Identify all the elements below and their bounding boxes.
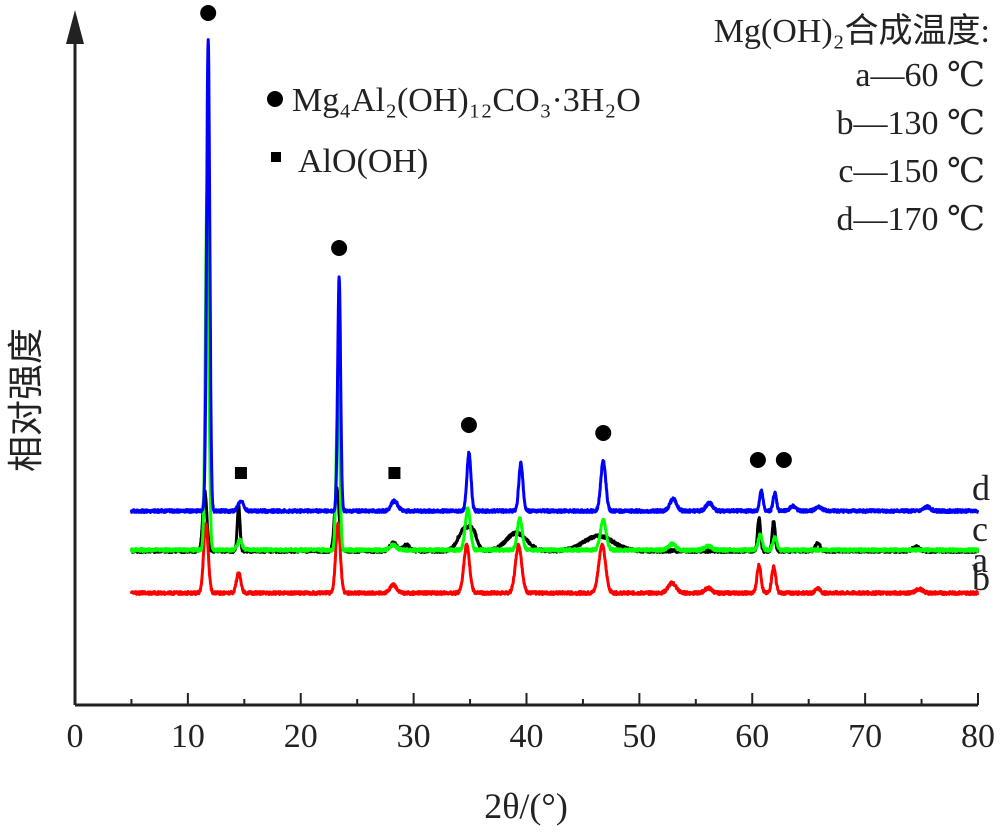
curve-label-d: d <box>972 468 990 508</box>
peak-marker-circle <box>595 425 612 441</box>
x-tick-label: 70 <box>848 718 882 755</box>
legend-entry-c: c—150 ℃ <box>838 153 985 190</box>
axes: 0 10 20 30 40 50 60 70 80 <box>66 10 995 755</box>
x-tick-label: 60 <box>735 718 769 755</box>
curve-label-a: a <box>972 540 988 580</box>
peak-marker-circle <box>460 417 477 433</box>
x-tick-label: 20 <box>284 718 318 755</box>
curves <box>129 38 980 596</box>
legend-title: Mg(OH)₂合成温度: <box>714 12 990 50</box>
x-tick-label: 30 <box>397 718 431 755</box>
y-axis-arrow <box>66 10 84 44</box>
legend-entry-d: d—170 ℃ <box>836 201 985 238</box>
legend-entry-a: a—60 ℃ <box>855 57 985 94</box>
x-tick-label: 80 <box>961 718 995 755</box>
legend-phase-alooh: AlO(OH) <box>298 143 428 180</box>
curve-label-c: c <box>972 509 988 549</box>
temperature-legend: Mg(OH)₂合成温度: a—60 ℃ b—130 ℃ c—150 ℃ d—17… <box>714 12 990 238</box>
x-tick-label: 0 <box>67 718 84 755</box>
curve-labels: a b c d <box>972 468 990 598</box>
phase-legend: Mg₄Al₂(OH)₁₂CO₃·3H₂O AlO(OH) <box>267 82 641 180</box>
peak-marker-circle <box>331 240 348 256</box>
peak-marker-circle <box>200 5 217 21</box>
x-tick-label: 40 <box>510 718 544 755</box>
series-d-line <box>129 38 980 514</box>
legend-entry-b: b—130 ℃ <box>836 105 985 142</box>
series-c-line <box>129 189 980 553</box>
y-axis-title: 相对强度 <box>6 328 47 472</box>
series-a-line <box>129 486 980 554</box>
x-axis-title: 2θ/(°) <box>484 786 568 826</box>
peak-marker-square <box>388 467 401 479</box>
legend-circle-marker <box>267 91 283 107</box>
peak-marker-square <box>234 467 247 479</box>
peak-marker-circle <box>775 452 792 468</box>
x-tick-label: 50 <box>622 718 656 755</box>
x-tick-label: 10 <box>171 718 205 755</box>
peak-markers <box>200 5 792 479</box>
curve-label-b: b <box>972 558 990 598</box>
peak-marker-circle <box>749 452 766 468</box>
series-b-line <box>129 521 980 596</box>
legend-phase-ldh: Mg₄Al₂(OH)₁₂CO₃·3H₂O <box>292 82 641 119</box>
legend-square-marker <box>271 152 281 162</box>
